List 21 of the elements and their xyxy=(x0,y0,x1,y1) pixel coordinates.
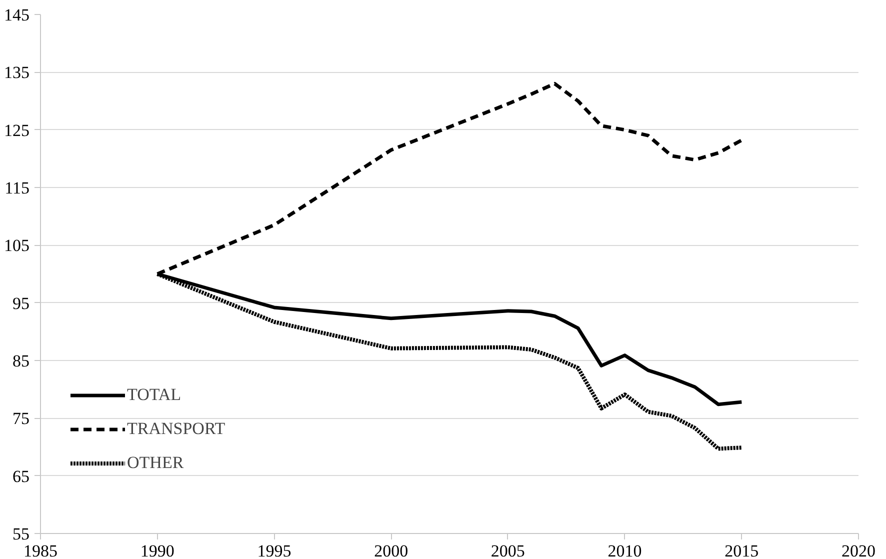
x-tick-label: 1985 xyxy=(24,542,58,559)
legend-label: OTHER xyxy=(127,453,184,473)
legend-label: TOTAL xyxy=(127,385,182,405)
y-tick-label: 65 xyxy=(12,466,30,486)
y-tick-label: 115 xyxy=(4,178,30,198)
x-tick-label: 2020 xyxy=(842,542,876,559)
y-tick-label: 55 xyxy=(12,524,30,544)
y-tick-label: 135 xyxy=(4,63,30,82)
y-tick-label: 145 xyxy=(4,6,30,24)
y-tick-label: 95 xyxy=(12,294,30,313)
x-tick-label: 1990 xyxy=(140,542,174,559)
y-tick-label: 75 xyxy=(12,409,30,428)
x-tick-label: 1995 xyxy=(257,542,292,559)
y-tick-label: 125 xyxy=(4,120,30,140)
y-tick-label: 105 xyxy=(4,236,30,256)
x-tick-label: 2005 xyxy=(490,542,525,559)
legend-label: TRANSPORT xyxy=(127,419,226,439)
y-tick-label: 85 xyxy=(12,352,30,370)
x-tick-label: 2010 xyxy=(608,542,642,559)
x-tick-label: 2000 xyxy=(374,542,408,559)
x-tick-label: 2015 xyxy=(724,542,759,559)
